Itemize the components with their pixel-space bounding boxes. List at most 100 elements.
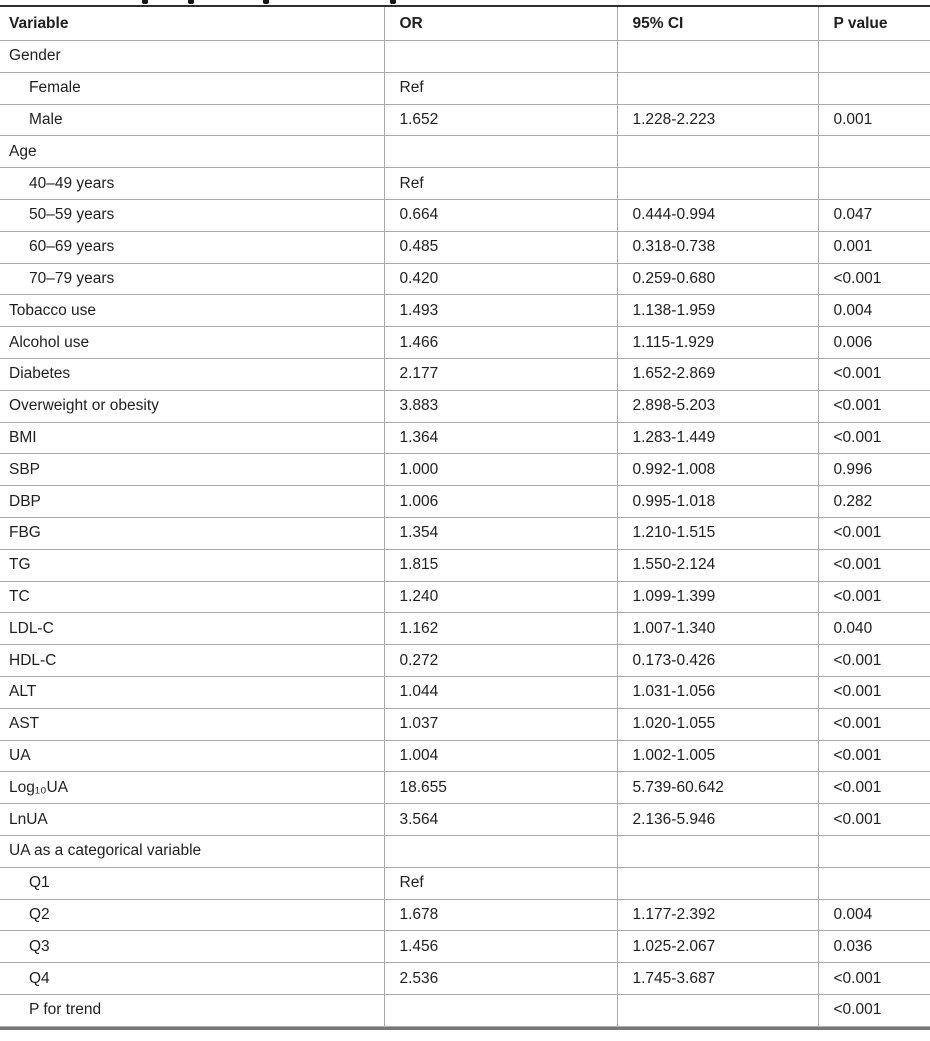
pvalue-cell xyxy=(817,835,930,868)
table-row: 50–59 years 0.664 0.444-0.994 0.047 xyxy=(0,199,930,232)
table-row: Gender xyxy=(0,40,930,73)
variable-cell: TC xyxy=(0,581,384,614)
variable-cell: Q3 xyxy=(0,930,384,964)
table-row: Age xyxy=(0,135,930,169)
or-cell xyxy=(383,994,617,1027)
ci-cell: 1.115-1.929 xyxy=(616,326,818,359)
pvalue-cell: <0.001 xyxy=(817,803,930,836)
or-cell: 1.815 xyxy=(383,549,617,582)
variable-cell: 60–69 years xyxy=(0,231,384,264)
pvalue-cell: 0.001 xyxy=(817,104,930,137)
ci-cell: 1.099-1.399 xyxy=(616,581,818,614)
pvalue-cell: <0.001 xyxy=(817,422,930,455)
or-cell: 3.564 xyxy=(383,803,617,836)
ci-cell: 0.259-0.680 xyxy=(616,263,818,296)
table-row: Alcohol use 1.466 1.115-1.929 0.006 xyxy=(0,326,930,359)
ci-cell: 1.745-3.687 xyxy=(616,962,818,995)
variable-cell: 50–59 years xyxy=(0,199,384,232)
or-cell: Ref xyxy=(383,167,617,200)
table-row: HDL-C 0.272 0.173-0.426 <0.001 xyxy=(0,644,930,677)
pvalue-cell: 0.001 xyxy=(817,231,930,264)
or-cell: Ref xyxy=(383,867,617,900)
table-row: TC 1.240 1.099-1.399 <0.001 xyxy=(0,581,930,614)
ci-cell xyxy=(616,40,818,73)
pvalue-cell xyxy=(817,167,930,200)
ci-cell: 0.995-1.018 xyxy=(616,485,818,518)
variable-cell: Gender xyxy=(0,40,384,73)
pvalue-cell xyxy=(817,72,930,105)
ci-cell: 0.992-1.008 xyxy=(616,453,818,487)
ci-cell: 1.228-2.223 xyxy=(616,104,818,137)
table-row: Diabetes 2.177 1.652-2.869 <0.001 xyxy=(0,358,930,391)
or-cell: 2.536 xyxy=(383,962,617,995)
or-cell: 1.364 xyxy=(383,422,617,455)
or-cell: 0.272 xyxy=(383,644,617,677)
ci-cell: 1.007-1.340 xyxy=(616,612,818,646)
column-header-pvalue: P value xyxy=(817,6,930,41)
ci-cell: 2.898-5.203 xyxy=(616,390,818,423)
ci-cell: 1.138-1.959 xyxy=(616,294,818,328)
table-row: UA 1.004 1.002-1.005 <0.001 xyxy=(0,740,930,773)
pvalue-cell: 0.036 xyxy=(817,930,930,964)
pvalue-cell xyxy=(817,40,930,73)
caption-descender-mark xyxy=(142,0,148,4)
or-cell: 1.044 xyxy=(383,676,617,709)
ci-cell: 1.652-2.869 xyxy=(616,358,818,391)
pvalue-cell: 0.006 xyxy=(817,326,930,359)
table-row: UA as a categorical variable xyxy=(0,835,930,868)
table-row: FBG 1.354 1.210-1.515 <0.001 xyxy=(0,517,930,550)
pvalue-cell: 0.004 xyxy=(817,899,930,932)
table-row: Female Ref xyxy=(0,72,930,105)
variable-cell: Q4 xyxy=(0,962,384,995)
table-row: ALT 1.044 1.031-1.056 <0.001 xyxy=(0,676,930,709)
ci-cell: 0.318-0.738 xyxy=(616,231,818,264)
ci-cell: 1.283-1.449 xyxy=(616,422,818,455)
pvalue-cell: <0.001 xyxy=(817,994,930,1027)
regression-results-table: Variable OR 95% CI P value Gender Female… xyxy=(0,5,930,1027)
variable-cell: FBG xyxy=(0,517,384,550)
caption-descender-mark xyxy=(390,0,396,4)
table-body: Gender Female Ref Male 1.652 1.228-2.223… xyxy=(0,40,930,1027)
pvalue-cell: <0.001 xyxy=(817,740,930,773)
pvalue-cell: 0.996 xyxy=(817,453,930,487)
pvalue-cell: <0.001 xyxy=(817,708,930,741)
table-row: Overweight or obesity 3.883 2.898-5.203 … xyxy=(0,390,930,423)
or-cell: 1.652 xyxy=(383,104,617,137)
table-row: DBP 1.006 0.995-1.018 0.282 xyxy=(0,485,930,518)
variable-cell: Tobacco use xyxy=(0,294,384,328)
ci-cell xyxy=(616,135,818,169)
or-cell: 3.883 xyxy=(383,390,617,423)
table-row: SBP 1.000 0.992-1.008 0.996 xyxy=(0,453,930,487)
ci-cell: 1.550-2.124 xyxy=(616,549,818,582)
ci-cell: 5.739-60.642 xyxy=(616,771,818,805)
ci-cell: 1.002-1.005 xyxy=(616,740,818,773)
caption-descender-mark xyxy=(188,0,194,4)
pvalue-cell: 0.282 xyxy=(817,485,930,518)
variable-cell: DBP xyxy=(0,485,384,518)
variable-cell: LDL-C xyxy=(0,612,384,646)
table-row: TG 1.815 1.550-2.124 <0.001 xyxy=(0,549,930,582)
ci-cell: 0.444-0.994 xyxy=(616,199,818,232)
caption-descender-mark xyxy=(263,0,269,4)
ci-cell xyxy=(616,72,818,105)
or-cell: 1.037 xyxy=(383,708,617,741)
pvalue-cell: <0.001 xyxy=(817,771,930,805)
or-cell: 0.664 xyxy=(383,199,617,232)
table-header: Variable OR 95% CI P value xyxy=(0,6,930,41)
table-row: BMI 1.364 1.283-1.449 <0.001 xyxy=(0,422,930,455)
table-row: AST 1.037 1.020-1.055 <0.001 xyxy=(0,708,930,741)
table-row: 70–79 years 0.420 0.259-0.680 <0.001 xyxy=(0,263,930,296)
pvalue-cell: <0.001 xyxy=(817,263,930,296)
or-cell: 18.655 xyxy=(383,771,617,805)
or-cell: 1.678 xyxy=(383,899,617,932)
pvalue-cell: <0.001 xyxy=(817,644,930,677)
pvalue-cell: <0.001 xyxy=(817,676,930,709)
ci-cell: 1.025-2.067 xyxy=(616,930,818,964)
variable-cell: 70–79 years xyxy=(0,263,384,296)
ci-cell: 1.210-1.515 xyxy=(616,517,818,550)
ci-cell xyxy=(616,167,818,200)
variable-cell: Diabetes xyxy=(0,358,384,391)
or-cell: 1.240 xyxy=(383,581,617,614)
table-row: Q4 2.536 1.745-3.687 <0.001 xyxy=(0,962,930,995)
variable-cell: P for trend xyxy=(0,994,384,1027)
